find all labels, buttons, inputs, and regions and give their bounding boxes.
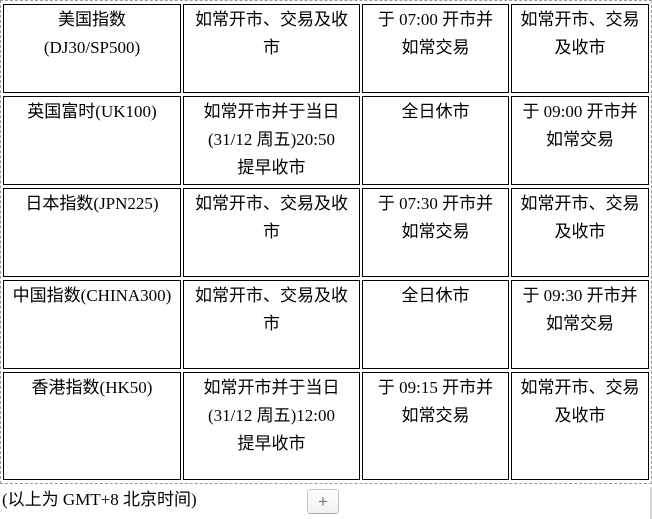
schedule-cell: 于 09:30 开市并 如常交易 bbox=[511, 280, 649, 369]
schedule-cell: 于 09:15 开市并 如常交易 bbox=[362, 372, 509, 480]
schedule-cell: 如常开市并于当日 (31/12 周五)12:00 提早收市 bbox=[183, 372, 360, 480]
schedule-cell: 于 07:30 开市并 如常交易 bbox=[362, 188, 509, 277]
table-row: 中国指数(CHINA300) 如常开市、交易及收 市 全日休市 于 09:30 … bbox=[3, 280, 649, 369]
table-row: 英国富时(UK100) 如常开市并于当日 (31/12 周五)20:50 提早收… bbox=[3, 96, 649, 185]
instrument-cell: 英国富时(UK100) bbox=[3, 96, 181, 185]
schedule-cell: 如常开市、交易 及收市 bbox=[511, 188, 649, 277]
table-row: 日本指数(JPN225) 如常开市、交易及收 市 于 07:30 开市并 如常交… bbox=[3, 188, 649, 277]
table-row: 香港指数(HK50) 如常开市并于当日 (31/12 周五)12:00 提早收市… bbox=[3, 372, 649, 480]
instrument-cell: 美国指数 (DJ30/SP500) bbox=[3, 4, 181, 93]
add-button[interactable]: + bbox=[307, 489, 339, 514]
market-holiday-schedule-table: 美国指数 (DJ30/SP500) 如常开市、交易及收 市 于 07:00 开市… bbox=[0, 0, 652, 484]
schedule-cell: 如常开市、交易及收 市 bbox=[183, 280, 360, 369]
schedule-cell: 如常开市、交易及收 市 bbox=[183, 188, 360, 277]
schedule-cell: 如常开市、交易 及收市 bbox=[511, 372, 649, 480]
schedule-cell: 全日休市 bbox=[362, 96, 509, 185]
schedule-cell: 于 07:00 开市并 如常交易 bbox=[362, 4, 509, 93]
scrollbar-edge bbox=[650, 487, 652, 519]
instrument-cell: 日本指数(JPN225) bbox=[3, 188, 181, 277]
instrument-cell: 中国指数(CHINA300) bbox=[3, 280, 181, 369]
instrument-cell: 香港指数(HK50) bbox=[3, 372, 181, 480]
schedule-cell: 全日休市 bbox=[362, 280, 509, 369]
schedule-cell: 于 09:00 开市并 如常交易 bbox=[511, 96, 649, 185]
schedule-cell: 如常开市、交易 及收市 bbox=[511, 4, 649, 93]
timezone-note: (以上为 GMT+8 北京时间) bbox=[2, 490, 197, 509]
schedule-cell: 如常开市并于当日 (31/12 周五)20:50 提早收市 bbox=[183, 96, 360, 185]
table-row: 美国指数 (DJ30/SP500) 如常开市、交易及收 市 于 07:00 开市… bbox=[3, 4, 649, 93]
schedule-cell: 如常开市、交易及收 市 bbox=[183, 4, 360, 93]
